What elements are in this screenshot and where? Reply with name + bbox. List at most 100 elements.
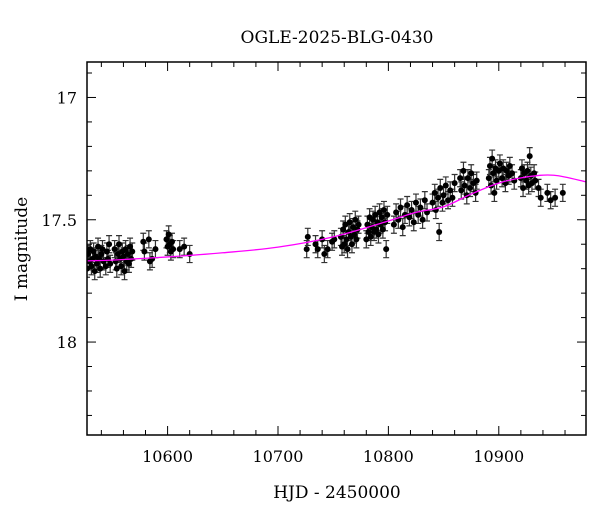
data-point (447, 187, 454, 194)
data-point (152, 246, 159, 253)
data-point (429, 199, 436, 206)
data-point (520, 184, 527, 191)
data-point (490, 170, 497, 177)
data-point (149, 255, 156, 262)
data-point (461, 182, 468, 189)
data-point (431, 189, 438, 196)
data-point (140, 238, 147, 245)
data-point (129, 248, 136, 255)
data-point (526, 153, 533, 160)
data-point (442, 182, 449, 189)
data-point (355, 221, 362, 228)
data-point (342, 221, 349, 228)
x-axis-label: HJD - 2450000 (273, 483, 401, 503)
data-point (346, 219, 353, 226)
data-point (464, 175, 471, 182)
data-point (165, 231, 172, 238)
data-point (304, 233, 311, 240)
x-tick-label: 10600 (142, 447, 193, 466)
data-point (113, 265, 120, 272)
chart-title: OGLE-2025-BLG-0430 (241, 28, 434, 48)
data-point (503, 167, 510, 174)
data-point (99, 246, 106, 253)
data-point (421, 197, 428, 204)
data-point (88, 263, 95, 270)
data-point (125, 260, 132, 267)
data-point (531, 170, 538, 177)
axis-ticks (87, 62, 586, 435)
y-tick-label: 17.5 (41, 211, 77, 230)
data-point (176, 246, 183, 253)
y-tick-label: 17 (57, 88, 77, 107)
data-point (375, 231, 382, 238)
data-point (439, 199, 446, 206)
data-point (535, 184, 542, 191)
data-point (303, 246, 310, 253)
data-point (331, 236, 338, 243)
data-point (341, 241, 348, 248)
x-tick-label: 10700 (253, 447, 304, 466)
data-point (379, 226, 386, 233)
data-point (364, 221, 371, 228)
data-point (93, 260, 100, 267)
data-point (127, 243, 134, 250)
data-point (499, 175, 506, 182)
data-point (324, 246, 331, 253)
data-point (547, 197, 554, 204)
data-point (163, 236, 170, 243)
data-point (98, 251, 105, 258)
data-point (495, 167, 502, 174)
data-point (449, 194, 456, 201)
x-tick-label: 10800 (363, 447, 414, 466)
data-point (415, 211, 422, 218)
tick-labels: 10600 10700 10800 10900 17 17.5 18 (41, 88, 524, 466)
data-point (451, 180, 458, 187)
x-tick-label: 10900 (473, 447, 524, 466)
plot-frame (86, 61, 587, 436)
data-point (116, 241, 123, 248)
data-point (367, 233, 374, 240)
data-point (523, 177, 530, 184)
data-point (372, 211, 379, 218)
data-point (95, 243, 102, 250)
data-point (524, 167, 531, 174)
data-point (460, 167, 467, 174)
y-tick-label: 18 (57, 333, 77, 352)
data-point (404, 202, 411, 209)
data-point (380, 206, 387, 213)
data-point (106, 241, 113, 248)
data-point (87, 251, 92, 258)
data-point (114, 251, 121, 258)
data-point (393, 209, 400, 216)
data-point (408, 206, 415, 213)
data-point (440, 192, 447, 199)
data-point (397, 204, 404, 211)
data-point (111, 246, 118, 253)
data-point (417, 204, 424, 211)
data-point (363, 236, 370, 243)
y-axis-label: I magnitude (12, 197, 32, 301)
data-point (369, 216, 376, 223)
data-point (445, 197, 452, 204)
data-point (97, 265, 104, 272)
data-point (102, 263, 109, 270)
data-point (544, 189, 551, 196)
data-point (410, 219, 417, 226)
data-point (458, 187, 465, 194)
data-point (312, 241, 319, 248)
data-point (145, 236, 152, 243)
data-point (373, 226, 380, 233)
data-point (467, 184, 474, 191)
plot-area (87, 147, 586, 281)
data-point (181, 243, 188, 250)
data-point (353, 236, 360, 243)
data-series (87, 147, 566, 281)
data-point (552, 194, 559, 201)
data-point (344, 246, 351, 253)
data-point (314, 246, 321, 253)
data-point (412, 199, 419, 206)
data-point (365, 228, 372, 235)
data-point (118, 263, 125, 270)
data-point (124, 251, 131, 258)
